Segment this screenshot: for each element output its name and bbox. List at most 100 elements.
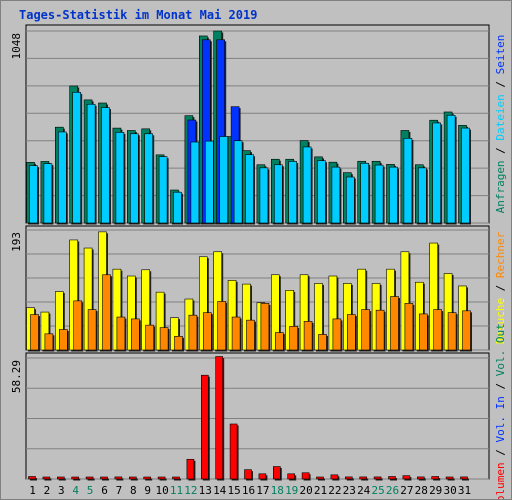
volume-bar-shadow bbox=[447, 478, 455, 481]
legend-entry: Anfragen bbox=[494, 160, 507, 213]
volume-bar bbox=[258, 473, 267, 480]
volume-bar bbox=[244, 469, 252, 480]
files-bar bbox=[374, 164, 384, 224]
volume-bar bbox=[402, 475, 411, 480]
files-bar bbox=[446, 114, 456, 224]
panel-2-max-label: 193 bbox=[10, 232, 23, 252]
day-label: 19 bbox=[285, 484, 298, 497]
volume-bar bbox=[272, 466, 281, 480]
legend-entry: Seiten bbox=[494, 35, 507, 75]
files-bar bbox=[219, 136, 228, 224]
volume-bar bbox=[373, 476, 382, 480]
panel-3-max-label: 58.29 bbox=[10, 360, 23, 393]
legend-entry: / bbox=[494, 141, 507, 161]
legend-entry: / bbox=[494, 442, 507, 462]
files-bar bbox=[331, 166, 341, 224]
sites-bar bbox=[44, 333, 54, 351]
day-label: 23 bbox=[343, 484, 356, 497]
legend-entry: Dateien bbox=[494, 94, 507, 140]
volume-bar bbox=[201, 374, 209, 480]
files-bar bbox=[233, 140, 243, 224]
volume-bar-shadow bbox=[102, 478, 109, 481]
sites-bar bbox=[318, 334, 327, 351]
sites-bar bbox=[274, 332, 284, 351]
legend-entry: / bbox=[494, 74, 507, 94]
files-bar bbox=[345, 176, 355, 224]
day-label: 9 bbox=[144, 484, 151, 497]
volume-bar-shadow bbox=[116, 478, 124, 481]
sites-bar bbox=[462, 310, 471, 351]
sites-bar bbox=[231, 316, 241, 351]
files-bar bbox=[403, 138, 413, 224]
sites-bar bbox=[102, 274, 111, 351]
legend-entry: Volumen bbox=[494, 462, 507, 499]
sites-bar bbox=[418, 313, 428, 351]
files-bar bbox=[273, 164, 283, 224]
sites-bar bbox=[73, 300, 82, 351]
files-bar bbox=[317, 160, 326, 224]
sites-bar bbox=[87, 309, 97, 351]
day-label: 3 bbox=[58, 484, 65, 497]
sites-bar bbox=[361, 309, 371, 351]
volume-bar-shadow bbox=[159, 478, 167, 481]
day-label: 25 bbox=[371, 484, 384, 497]
day-label: 12 bbox=[184, 484, 197, 497]
volume-bar bbox=[344, 476, 353, 480]
files-bar bbox=[432, 122, 442, 224]
volume-bar-shadow bbox=[58, 478, 66, 481]
day-label: 26 bbox=[386, 484, 399, 497]
volume-bar bbox=[71, 476, 79, 480]
volume-bar bbox=[287, 473, 296, 480]
volume-bar-shadow bbox=[145, 478, 153, 481]
volume-bar bbox=[229, 423, 238, 480]
sites-bar bbox=[246, 319, 255, 351]
volume-bar bbox=[186, 458, 195, 480]
day-label: 4 bbox=[72, 484, 79, 497]
sites-bar bbox=[260, 303, 270, 351]
volume-bar-shadow bbox=[418, 478, 426, 481]
volume-bar-shadow bbox=[44, 478, 52, 481]
sites-bar bbox=[145, 324, 154, 351]
panel-1-max-label: 1048 bbox=[10, 33, 23, 60]
day-label: 15 bbox=[227, 484, 240, 497]
volume-bar-shadow bbox=[375, 478, 383, 481]
day-label: 27 bbox=[400, 484, 413, 497]
volume-bar-shadow bbox=[73, 478, 81, 481]
sites-bar bbox=[332, 318, 342, 351]
volume-bar-shadow bbox=[361, 478, 369, 481]
files-bar bbox=[130, 133, 139, 224]
panel-2-legend: Besuche / Rechner bbox=[494, 231, 507, 344]
volume-bar-shadow bbox=[462, 478, 469, 481]
files-bar bbox=[158, 156, 168, 224]
volume-bar bbox=[316, 476, 324, 480]
volume-bar bbox=[100, 476, 108, 480]
panel-3-legend: Volumen / Vol. In / Vol. Out bbox=[494, 323, 507, 499]
legend-entry: Besuche bbox=[494, 298, 507, 344]
files-bar bbox=[259, 167, 269, 224]
volume-bar-shadow bbox=[130, 478, 138, 481]
files-bar bbox=[72, 92, 81, 224]
day-label: 13 bbox=[199, 484, 212, 497]
volume-bar bbox=[388, 476, 396, 480]
day-label: 8 bbox=[130, 484, 137, 497]
volume-bar-shadow bbox=[87, 478, 95, 481]
files-bar bbox=[115, 132, 125, 224]
day-label: 22 bbox=[328, 484, 341, 497]
volume-bar bbox=[143, 476, 151, 480]
day-label: 11 bbox=[170, 484, 183, 497]
sites-bar bbox=[174, 336, 183, 351]
day-label: 18 bbox=[271, 484, 284, 497]
legend-entry: / bbox=[494, 278, 507, 298]
sites-bar bbox=[433, 309, 443, 351]
sites-bar bbox=[188, 314, 198, 351]
sites-bar bbox=[404, 303, 414, 351]
volume-bar bbox=[42, 476, 51, 480]
volume-bar bbox=[215, 356, 223, 480]
volume-bar bbox=[445, 476, 454, 480]
volume-bar bbox=[85, 476, 94, 480]
files-bar bbox=[288, 161, 298, 224]
volume-bar bbox=[172, 476, 180, 480]
sites-bar bbox=[375, 309, 385, 351]
sites-bar bbox=[159, 327, 169, 351]
